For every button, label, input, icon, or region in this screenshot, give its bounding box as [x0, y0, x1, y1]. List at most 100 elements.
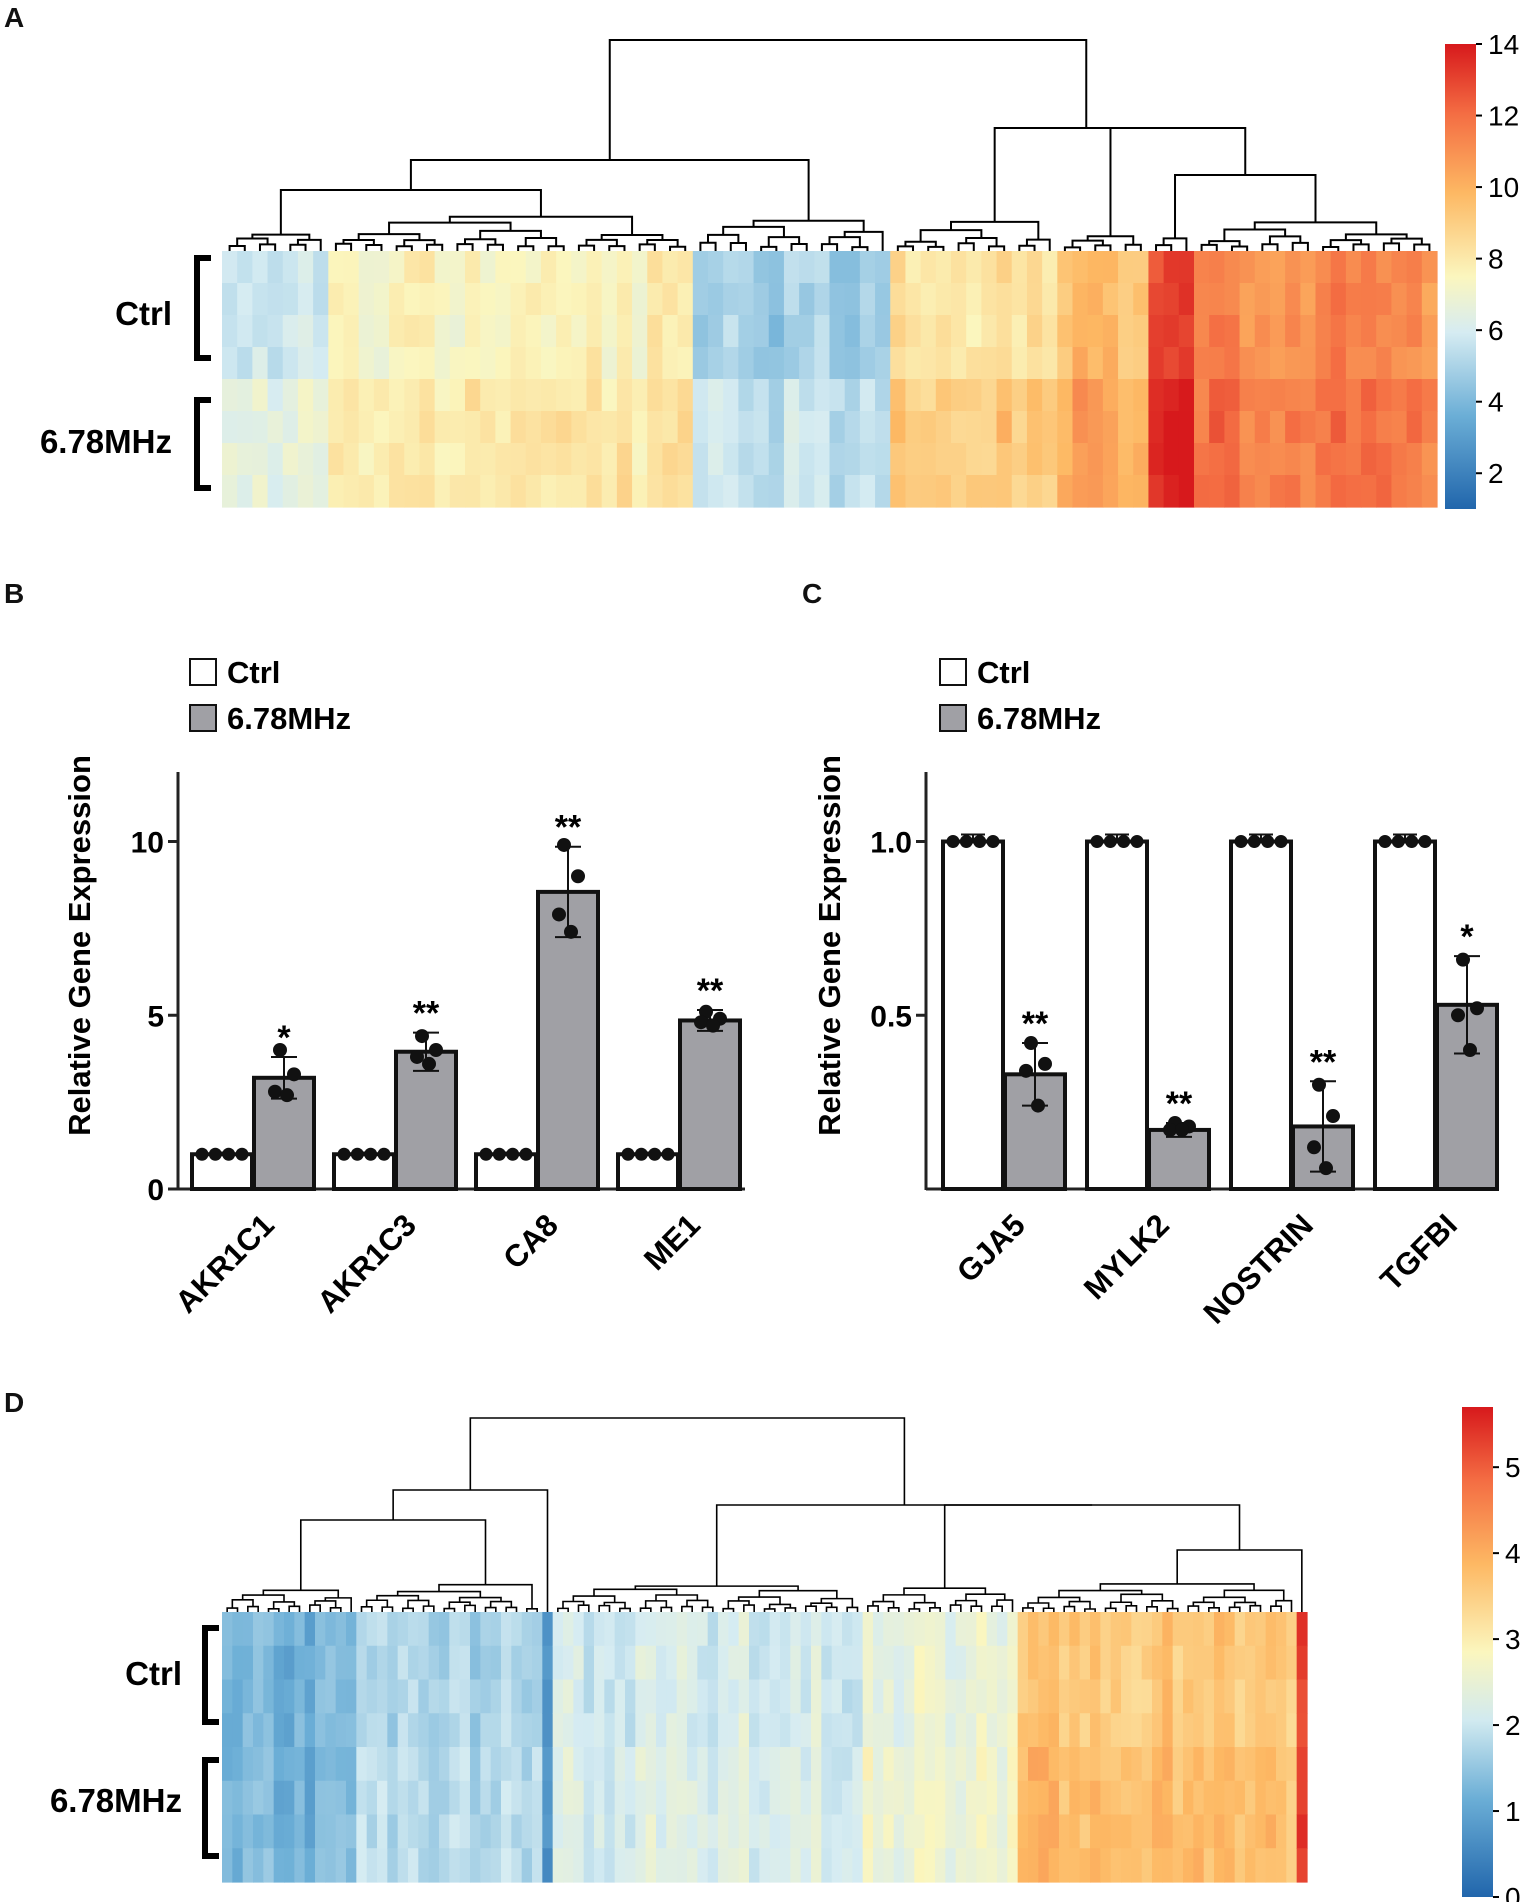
heatmap-cell: [1361, 251, 1377, 284]
heatmap-cell: [1265, 1848, 1277, 1883]
heatmap-cell: [356, 1848, 368, 1883]
heatmap-cell: [470, 1679, 481, 1714]
heatmap-cell: [875, 475, 891, 508]
heatmap-cell: [1224, 251, 1241, 284]
x-tick-label: MYLK2: [1077, 1207, 1176, 1306]
heatmap-cell: [914, 1713, 926, 1748]
heatmap-cell: [540, 251, 557, 284]
heatmap-cell: [480, 379, 496, 412]
heatmap-cell: [890, 443, 907, 476]
heatmap-cell: [563, 1612, 574, 1647]
heatmap-cell: [935, 1679, 946, 1714]
heatmap-cell: [905, 347, 922, 380]
heatmap-cell: [1172, 1612, 1184, 1647]
heatmap-cell: [1072, 347, 1089, 380]
heatmap-cell: [253, 1679, 264, 1714]
heatmap-cell: [645, 1612, 657, 1647]
heatmap-cell: [708, 283, 724, 316]
x-tick-label: ME1: [637, 1207, 707, 1277]
data-point-treat: [694, 1015, 708, 1030]
dendrogram-branch: [438, 1583, 533, 1609]
heatmap-cell: [1118, 475, 1134, 508]
heatmap-cell: [222, 379, 238, 412]
data-point-ctrl: [1418, 835, 1432, 848]
heatmap-cell: [842, 1679, 853, 1714]
heatmap-cell: [859, 347, 876, 380]
heatmap-cell: [1285, 315, 1301, 348]
dendrogram-branch: [1228, 1606, 1241, 1612]
heatmap-cell: [1209, 347, 1225, 380]
heatmap-cell: [1163, 347, 1180, 380]
heatmap-cell: [1376, 475, 1393, 508]
heatmap-cell: [419, 315, 436, 348]
heatmap-cell: [645, 1713, 657, 1748]
colorbar-tick-label: 8: [1488, 244, 1504, 275]
dendrogram-branch: [403, 239, 436, 247]
heatmap-cell: [313, 251, 329, 284]
heatmap-cell: [343, 475, 360, 508]
heatmap-cell: [676, 1848, 688, 1883]
heatmap-cell: [532, 1814, 543, 1849]
heatmap-cell: [1048, 1780, 1060, 1816]
heatmap-cell: [511, 1747, 523, 1782]
heatmap-cell: [328, 379, 345, 412]
heatmap-cell: [935, 251, 952, 284]
heatmap-cell: [1148, 283, 1165, 316]
heatmap-cell: [697, 1612, 709, 1647]
heatmap-cell: [635, 1645, 647, 1681]
heatmap-cell: [1254, 283, 1271, 316]
heatmap-cell: [738, 1679, 750, 1714]
heatmap-cell: [924, 1612, 936, 1647]
heatmap-cell: [1042, 251, 1058, 284]
y-axis-label: Relative Gene Expression: [812, 755, 847, 1136]
heatmap-cell: [282, 315, 299, 348]
heatmap-cell: [540, 443, 557, 476]
heatmap-cell: [428, 1713, 440, 1748]
heatmap-cell: [542, 1612, 554, 1647]
heatmap-cell: [811, 1780, 822, 1816]
heatmap-cell: [1102, 347, 1119, 380]
heatmap-cell: [676, 1713, 688, 1748]
heatmap-cell: [986, 1848, 998, 1883]
heatmap-cell: [676, 1747, 688, 1782]
dendrogram-branch: [258, 243, 277, 251]
heatmap-cell: [1245, 1848, 1256, 1883]
heatmap-cell: [614, 1612, 626, 1647]
heatmap-cell: [645, 1679, 657, 1714]
dendrogram-branch: [639, 1607, 652, 1612]
heatmap-cell: [252, 443, 269, 476]
heatmap-cell: [525, 315, 542, 348]
dendrogram-branch: [927, 245, 945, 251]
heatmap-cell: [510, 411, 527, 444]
heatmap-cell: [419, 283, 436, 316]
heatmap-cell: [237, 347, 253, 380]
heatmap-cell: [1042, 283, 1058, 316]
heatmap-cell: [662, 251, 679, 284]
heatmap-cell: [862, 1713, 874, 1748]
heatmap-cell: [935, 1612, 946, 1647]
heatmap-cell: [1300, 443, 1317, 476]
dendrogram-branch: [1124, 243, 1142, 251]
heatmap-cell: [842, 1645, 853, 1681]
dendrogram-branch: [299, 1519, 487, 1591]
bar-ctrl: [1085, 839, 1149, 1191]
heatmap-cell: [1069, 1814, 1081, 1849]
dendrogram-branch: [970, 1605, 983, 1612]
heatmap-cell: [844, 475, 861, 508]
heatmap-cell: [738, 251, 755, 284]
colorbar-tick-label: 1: [1505, 1796, 1521, 1827]
heatmap-cell: [1286, 1679, 1298, 1714]
heatmap-cell: [1421, 315, 1438, 348]
heatmap-cell: [434, 251, 451, 284]
heatmap-cell: [1203, 1848, 1215, 1883]
heatmap-cell: [1209, 283, 1225, 316]
heatmap-cell: [1209, 379, 1225, 412]
heatmap-cell: [656, 1612, 667, 1647]
heatmap-cell: [304, 1645, 316, 1681]
heatmap-cell: [389, 475, 405, 508]
heatmap-cell: [1141, 1747, 1153, 1782]
heatmap-cell: [1162, 1713, 1174, 1748]
heatmap-cell: [707, 1780, 719, 1816]
heatmap-cell: [1141, 1679, 1153, 1714]
data-point-treat: [422, 1056, 436, 1071]
